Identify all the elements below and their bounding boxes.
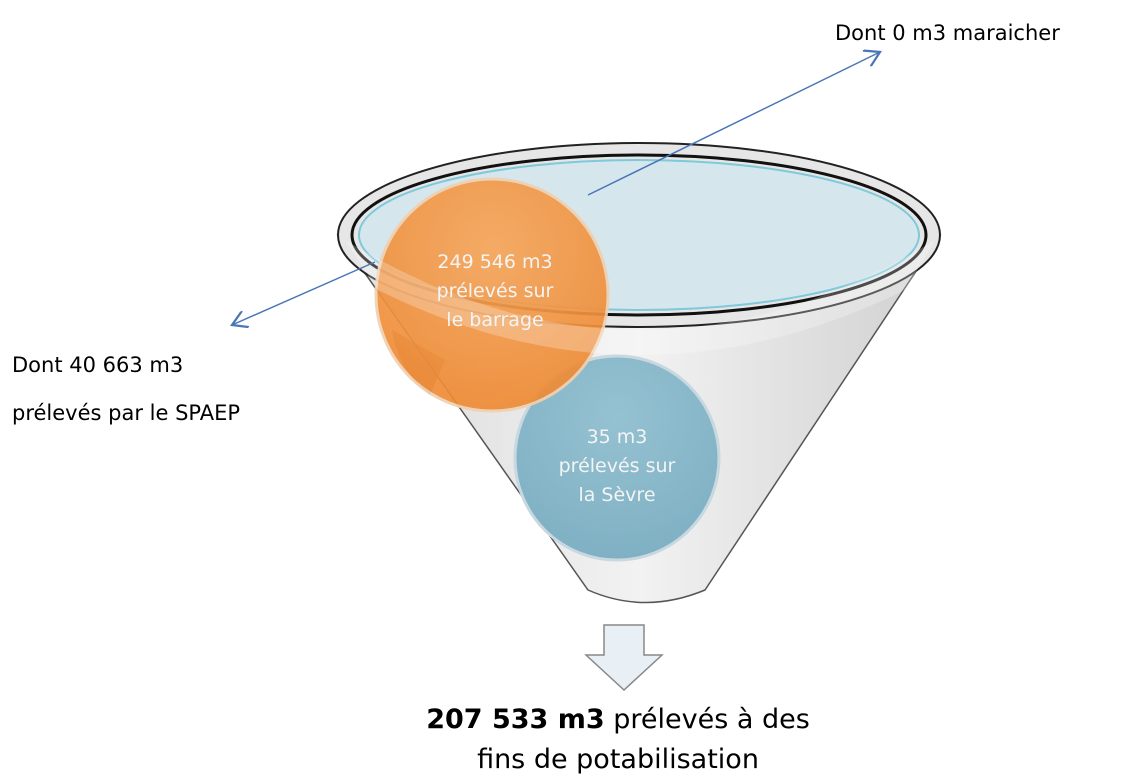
node-label: la Sèvre (578, 484, 655, 506)
result-rest: prélevés à des (605, 704, 810, 735)
annotation: prélevés par le SPAEP (12, 401, 240, 425)
node-label: prélevés sur (437, 280, 554, 302)
node-label: 35 m3 (587, 426, 648, 448)
node-label: le barrage (446, 309, 543, 331)
funnel (338, 143, 940, 603)
down-arrow (586, 625, 662, 690)
node-label: prélevés sur (559, 455, 676, 477)
result-bold: 207 533 m3 (426, 704, 604, 735)
annotation: Dont 0 m3 maraicher (835, 21, 1060, 45)
result-text: fins de potabilisation (477, 744, 759, 775)
node-label: 249 546 m3 (437, 251, 552, 273)
diagram: Dont 0 m3 maraicher Dont 40 663 m3 préle… (0, 0, 1123, 778)
annotation: Dont 40 663 m3 (12, 353, 183, 377)
arrow (232, 262, 375, 325)
result-text: 207 533 m3 prélevés à des (426, 704, 810, 735)
